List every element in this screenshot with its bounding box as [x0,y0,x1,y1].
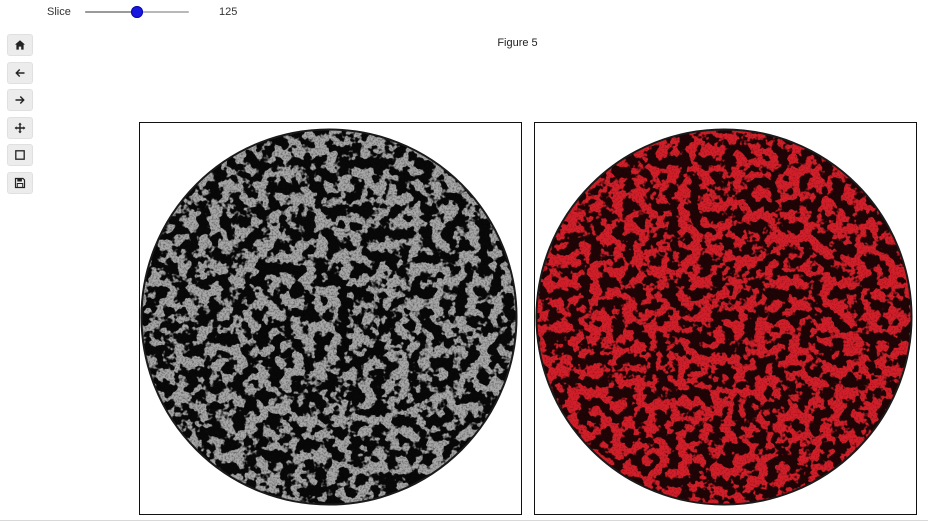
navigation-toolbar [7,34,35,200]
grayscale-slice-panel[interactable] [139,122,522,515]
home-button[interactable] [7,34,33,56]
figure-title: Figure 5 [497,37,538,49]
forward-arrow-icon [15,96,25,105]
slider-value: 125 [219,6,238,18]
zoom-rect-icon [15,150,25,161]
red-overlay-slice-panel[interactable] [534,122,917,515]
zoom-button[interactable] [7,144,33,167]
back-arrow-icon [15,68,25,77]
forward-button[interactable] [7,89,33,112]
slider-label: Slice [47,6,71,18]
window-bottom-border [0,520,928,521]
grayscale-slice-image [140,128,518,506]
red-overlay-slice-image [535,128,913,506]
back-button[interactable] [7,61,33,84]
pan-move-icon [14,122,26,134]
pan-button[interactable] [7,116,33,139]
slice-slider-row: Slice 125 [0,0,928,26]
save-button[interactable] [7,171,33,194]
slider-thumb[interactable] [131,6,143,18]
slice-slider[interactable] [85,6,189,18]
slider-fill [85,11,137,13]
save-disk-icon [14,177,26,189]
home-icon [15,40,25,50]
